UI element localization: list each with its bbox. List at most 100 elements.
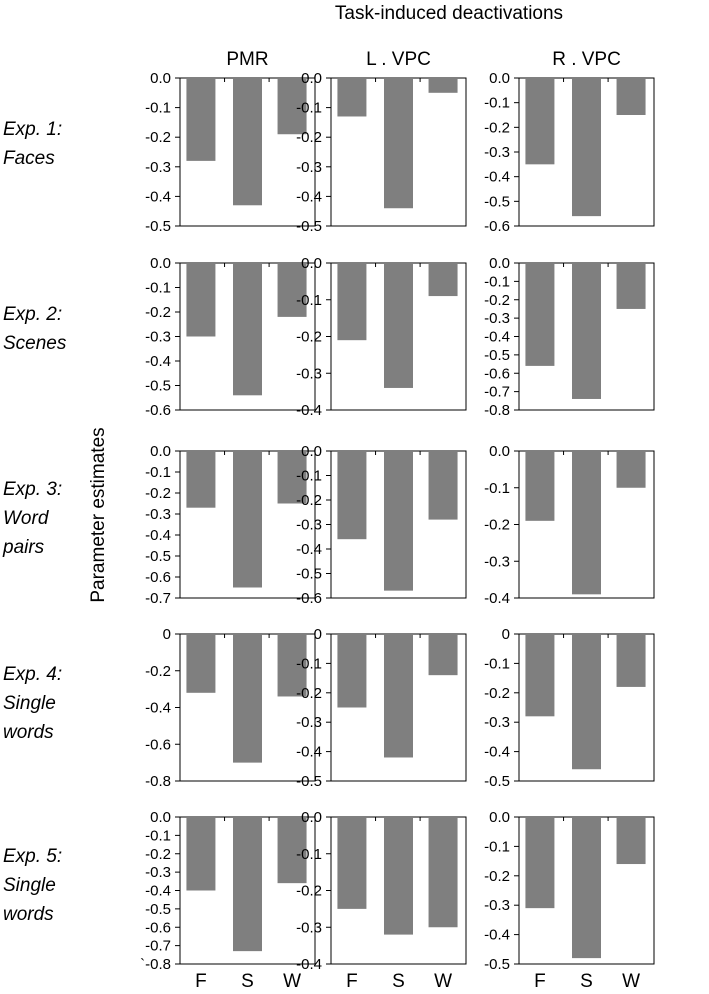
y-tick-label: -0.4 bbox=[296, 188, 322, 205]
y-tick-label: -0.3 bbox=[296, 365, 322, 382]
bar bbox=[384, 817, 413, 935]
row-label: Exp. 4: bbox=[3, 664, 62, 685]
x-tick-label: W bbox=[434, 971, 452, 992]
y-tick-label: 0 bbox=[502, 626, 510, 643]
y-tick-label: 0.0 bbox=[150, 70, 171, 87]
y-tick-label: -0.7 bbox=[145, 938, 171, 955]
row-label: words bbox=[3, 722, 54, 743]
row-label: Scenes bbox=[3, 333, 67, 354]
bar bbox=[384, 78, 413, 209]
row-label: Single bbox=[3, 875, 56, 896]
bar bbox=[277, 817, 307, 884]
bar bbox=[233, 451, 262, 588]
y-tick-label: -0.8 bbox=[145, 773, 171, 790]
y-tick-label: -0.2 bbox=[145, 663, 171, 680]
y-tick-label: -0.1 bbox=[484, 480, 510, 497]
y-tick-label: -0.2 bbox=[296, 129, 322, 146]
y-tick-label: -0.2 bbox=[484, 685, 510, 702]
bar bbox=[428, 634, 458, 676]
y-tick-label: -0.4 bbox=[145, 527, 171, 544]
y-tick-label: -0.1 bbox=[296, 100, 322, 117]
y-tick-label: -0.5 bbox=[484, 773, 510, 790]
column-title: R . VPC bbox=[552, 49, 621, 70]
y-tick-label: -0.6 bbox=[145, 919, 171, 936]
y-tick-label: -0.4 bbox=[145, 700, 171, 717]
y-tick-label: -0.5 bbox=[145, 218, 171, 235]
y-tick-label: -0.3 bbox=[484, 144, 510, 161]
y-tick-label: -0.4 bbox=[296, 541, 322, 558]
y-tick-label: 0.0 bbox=[150, 809, 171, 826]
bar bbox=[186, 78, 216, 161]
x-tick-label: F bbox=[195, 971, 207, 992]
bar bbox=[384, 451, 413, 591]
y-tick-label: -0.2 bbox=[145, 846, 171, 863]
y-tick-label: -0.6 bbox=[145, 569, 171, 586]
bar bbox=[572, 817, 601, 959]
bar bbox=[337, 451, 367, 540]
y-tick-label: -0.4 bbox=[145, 353, 171, 370]
y-tick-label: 0.0 bbox=[489, 809, 510, 826]
x-tick-label: W bbox=[283, 971, 301, 992]
y-tick-label: 0.0 bbox=[489, 443, 510, 460]
y-tick-label: 0.0 bbox=[150, 443, 171, 460]
bar bbox=[428, 817, 458, 928]
y-tick-label: -0.3 bbox=[296, 919, 322, 936]
y-tick-label: -0.5 bbox=[484, 193, 510, 210]
column-title: L . VPC bbox=[366, 49, 431, 70]
y-tick-label: -0.1 bbox=[484, 838, 510, 855]
bar bbox=[186, 263, 216, 337]
bar bbox=[233, 817, 262, 952]
y-tick-label: -0.2 bbox=[145, 129, 171, 146]
y-tick-label: -0.1 bbox=[484, 95, 510, 112]
y-tick-label: -0.5 bbox=[484, 347, 510, 364]
y-tick-label: -0.1 bbox=[145, 464, 171, 481]
bar bbox=[572, 78, 601, 217]
y-tick-label: -0.3 bbox=[145, 159, 171, 176]
y-tick-label: -0.2 bbox=[296, 329, 322, 346]
bar bbox=[616, 451, 646, 488]
bar bbox=[572, 451, 601, 595]
bar bbox=[428, 451, 458, 520]
y-tick-label: -0.2 bbox=[296, 685, 322, 702]
y-tick-label: 0.0 bbox=[489, 255, 510, 272]
y-tick-label: 0.0 bbox=[301, 255, 322, 272]
y-tick-label: -0.7 bbox=[484, 384, 510, 401]
y-tick-label: 0.0 bbox=[301, 70, 322, 87]
y-tick-label: -0.1 bbox=[484, 655, 510, 672]
y-tick-label: -0.5 bbox=[145, 901, 171, 918]
y-tick-label: -0.4 bbox=[145, 883, 171, 900]
y-tick-label: 0.0 bbox=[150, 255, 171, 272]
y-tick-label: -0.2 bbox=[484, 119, 510, 136]
y-tick-label: -0.3 bbox=[484, 897, 510, 914]
y-tick-label: -0.3 bbox=[296, 159, 322, 176]
y-tick-label: -0.6 bbox=[296, 590, 322, 607]
y-tick-label: -0.3 bbox=[296, 517, 322, 534]
y-tick-label: -0.4 bbox=[484, 927, 510, 944]
y-tick-label: -0.3 bbox=[145, 506, 171, 523]
y-tick-label: -0.5 bbox=[145, 548, 171, 565]
y-tick-label: -0.2 bbox=[484, 517, 510, 534]
bar bbox=[277, 634, 307, 697]
y-tick-label: -0.2 bbox=[145, 304, 171, 321]
bar bbox=[337, 263, 367, 341]
row-label: pairs bbox=[2, 537, 45, 558]
y-tick-label: -0.2 bbox=[296, 883, 322, 900]
y-tick-label: -0.5 bbox=[145, 378, 171, 395]
y-tick-label: -0.8 bbox=[484, 402, 510, 419]
y-tick-label: -0.5 bbox=[296, 773, 322, 790]
y-tick-label: -0.2 bbox=[145, 485, 171, 502]
bar bbox=[525, 634, 555, 717]
bar bbox=[233, 263, 262, 396]
y-tick-label: -0.2 bbox=[484, 292, 510, 309]
bar bbox=[186, 817, 216, 891]
y-tick-label: -0.4 bbox=[484, 329, 510, 346]
y-tick-label: `-0.8 bbox=[140, 956, 171, 973]
bar bbox=[525, 817, 555, 909]
x-tick-label: S bbox=[241, 971, 254, 992]
x-tick-label: S bbox=[392, 971, 405, 992]
x-tick-label: W bbox=[622, 971, 640, 992]
y-axis-title: Parameter estimates bbox=[88, 427, 109, 602]
y-tick-label: -0.1 bbox=[145, 280, 171, 297]
bar bbox=[616, 78, 646, 115]
bar bbox=[384, 634, 413, 758]
